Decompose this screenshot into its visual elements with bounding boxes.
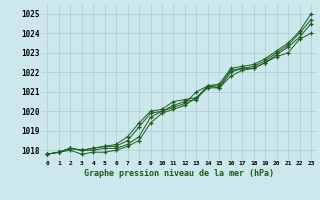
X-axis label: Graphe pression niveau de la mer (hPa): Graphe pression niveau de la mer (hPa) [84, 169, 274, 178]
